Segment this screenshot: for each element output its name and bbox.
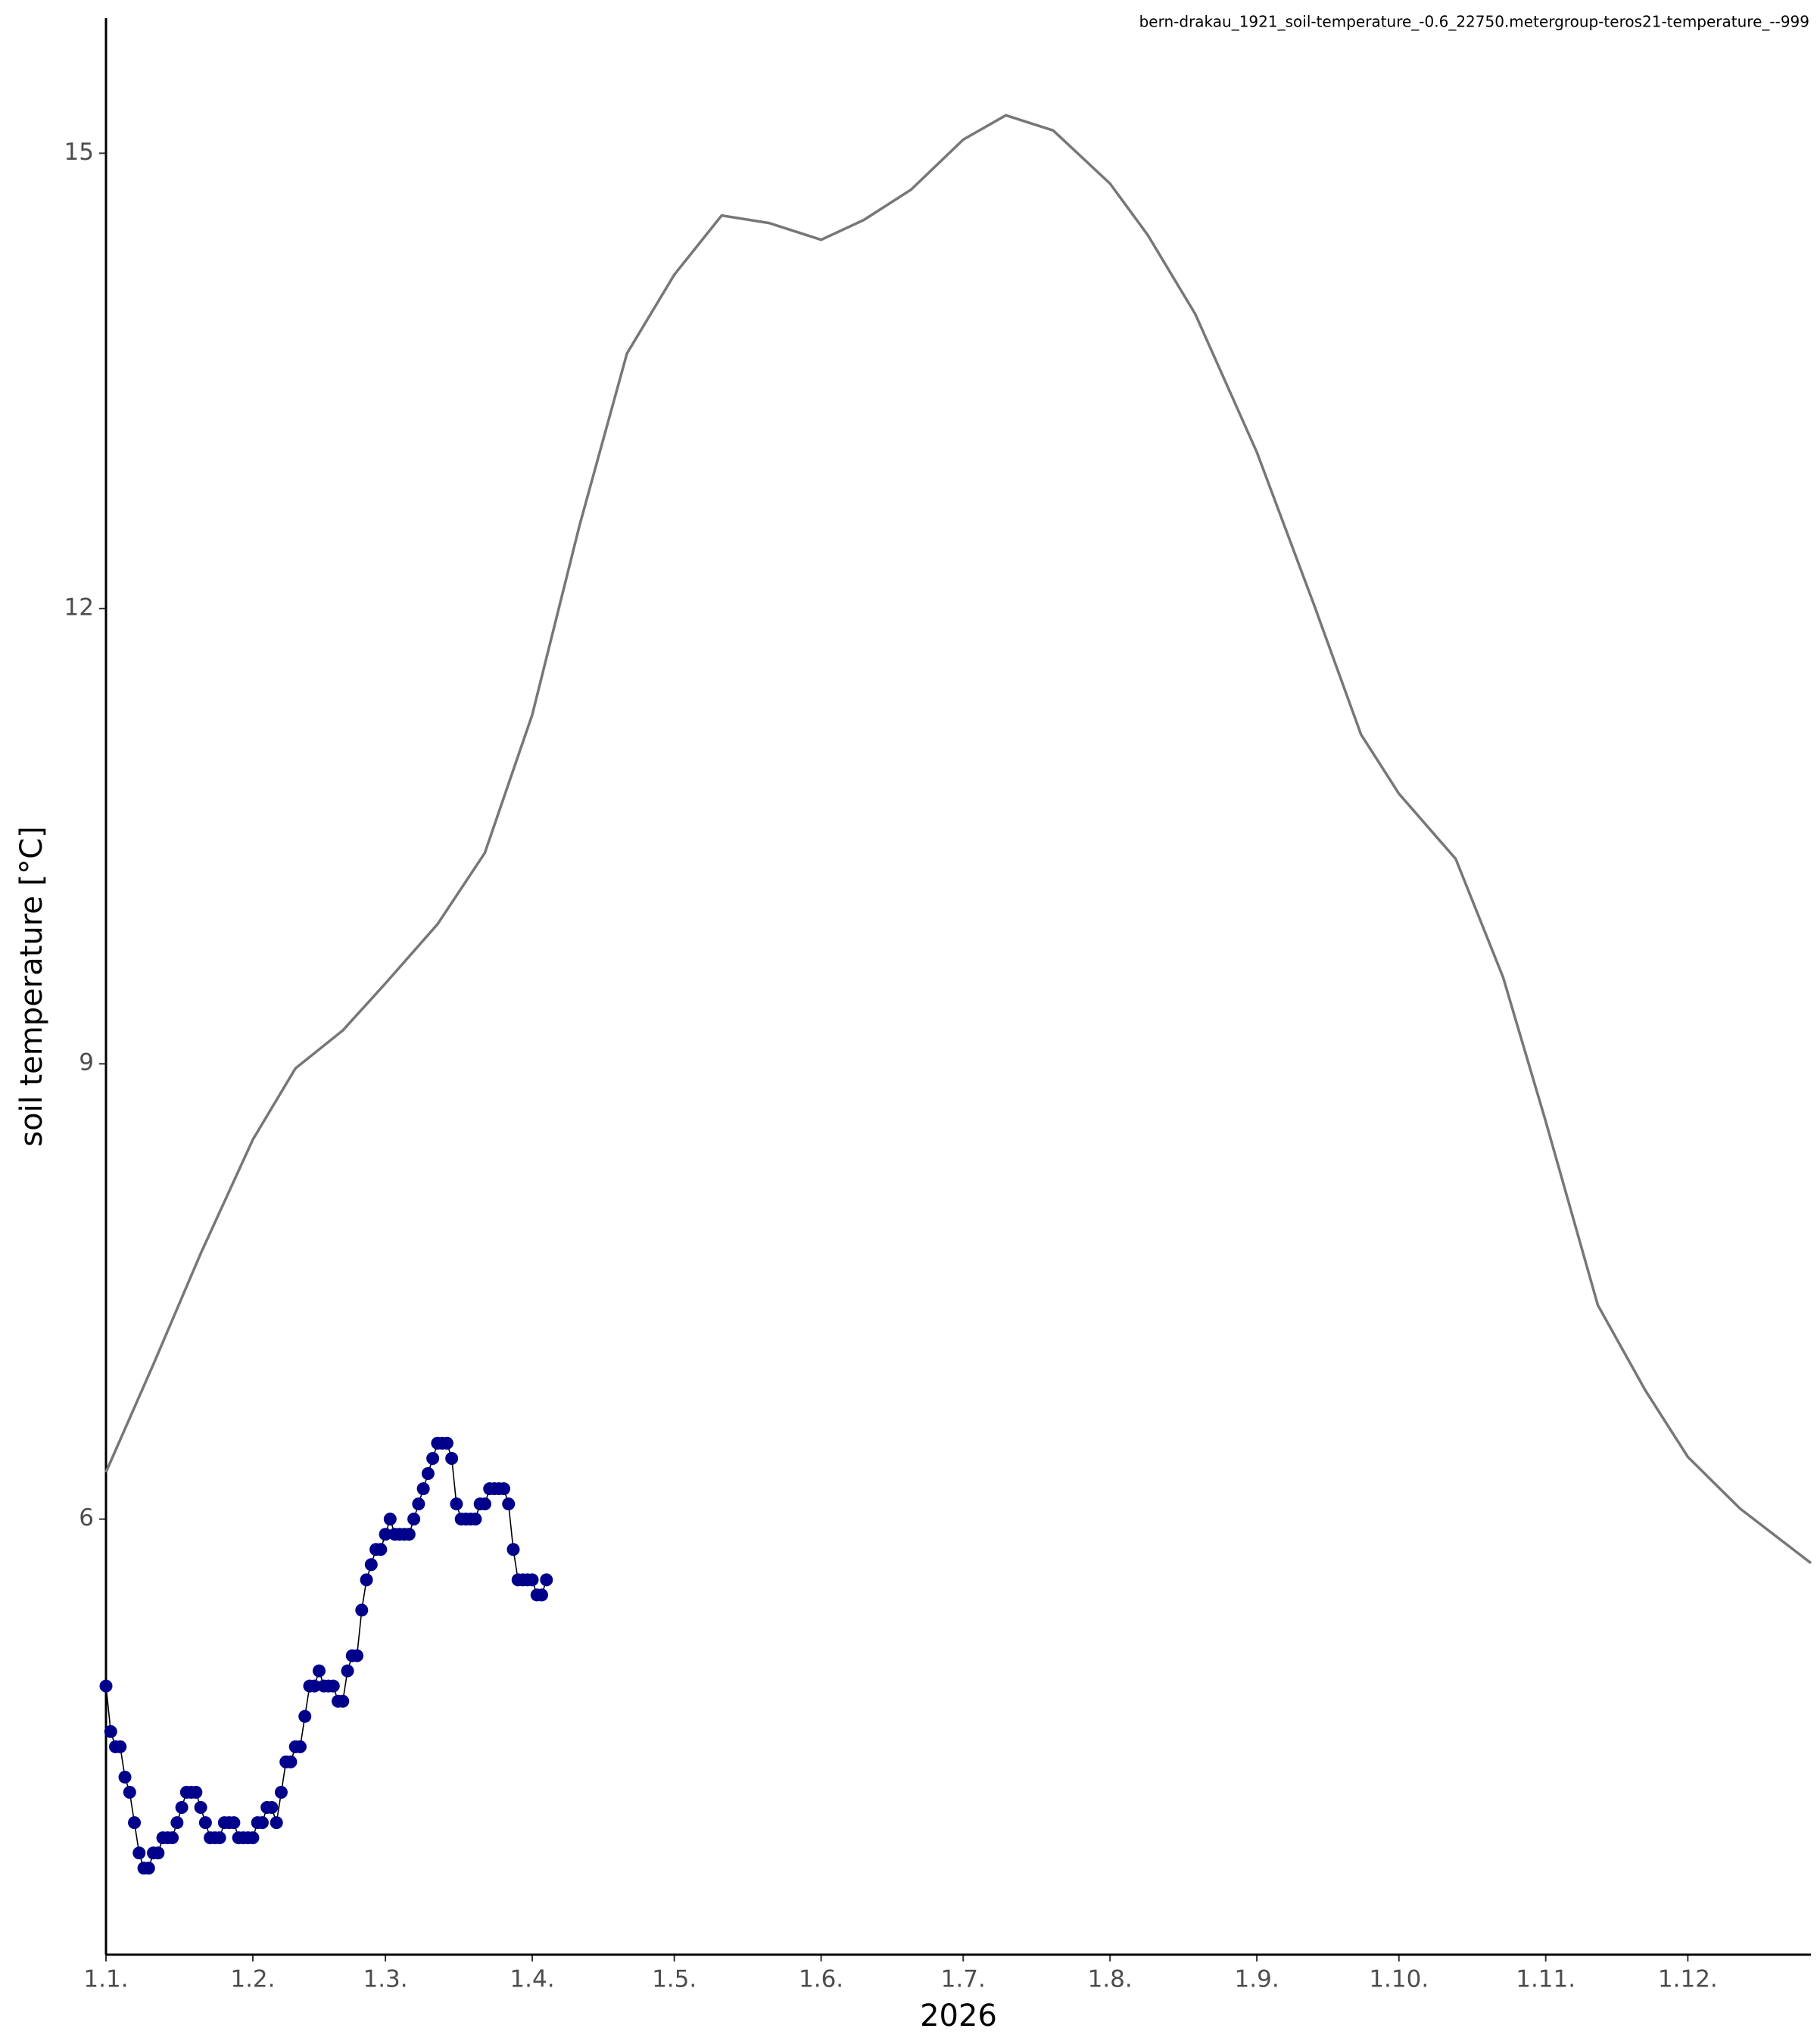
x-tick-label: 1.2. [230, 1966, 275, 1993]
data-point [360, 1573, 373, 1587]
x-tick-label: 1.3. [363, 1966, 407, 1993]
data-point [313, 1664, 326, 1678]
climatology-line [104, 114, 1812, 1565]
data-point [142, 1862, 155, 1875]
data-point [336, 1694, 350, 1708]
data-point [255, 1816, 269, 1830]
data-point [194, 1801, 207, 1815]
x-axis-title: 2026 [920, 1999, 997, 2033]
x-tick-label: 1.6. [799, 1966, 843, 1993]
data-point [469, 1513, 482, 1526]
y-axis-title: soil temperature [°C] [14, 826, 49, 1147]
data-point [497, 1482, 510, 1496]
data-point [274, 1785, 288, 1799]
data-point [416, 1482, 430, 1496]
data-point [374, 1543, 388, 1556]
x-tick-label: 1.9. [1235, 1966, 1279, 1993]
data-point [198, 1816, 212, 1830]
data-point [293, 1740, 307, 1753]
data-point [175, 1801, 189, 1815]
x-tick-label: 1.5. [652, 1966, 697, 1993]
data-point [132, 1846, 146, 1860]
data-point [284, 1755, 298, 1768]
data-point [246, 1831, 260, 1845]
data-point [502, 1497, 516, 1511]
x-tick-label: 1.7. [941, 1966, 986, 1993]
data-point [351, 1649, 364, 1662]
x-tick-label: 1.8. [1088, 1966, 1133, 1993]
data-point [114, 1740, 127, 1753]
y-tick-label: 15 [64, 139, 94, 166]
data-point [540, 1573, 553, 1587]
y-tick-label: 9 [79, 1049, 94, 1077]
data-point [170, 1816, 184, 1830]
data-point [506, 1543, 520, 1556]
data-point [407, 1513, 421, 1526]
x-tick-label: 1.10. [1369, 1966, 1429, 1993]
data-point [364, 1558, 378, 1572]
data-point [402, 1528, 416, 1541]
data-point [355, 1603, 369, 1617]
x-tick-label: 1.4. [510, 1966, 554, 1993]
data-point [383, 1513, 397, 1526]
x-tick-label: 1.11. [1516, 1966, 1575, 1993]
data-point [298, 1709, 312, 1723]
data-point [166, 1831, 179, 1845]
data-point [445, 1451, 459, 1465]
data-point [123, 1785, 136, 1799]
data-point [270, 1816, 283, 1830]
data-point [128, 1816, 142, 1830]
data-point [227, 1816, 241, 1830]
data-point [265, 1801, 279, 1815]
data-point [104, 1725, 117, 1738]
y-tick-label: 6 [79, 1504, 94, 1531]
data-point [535, 1588, 549, 1602]
data-point [151, 1846, 165, 1860]
data-point [379, 1528, 392, 1541]
data-point [450, 1497, 463, 1511]
data-point [189, 1785, 203, 1799]
data-point [213, 1831, 226, 1845]
data-point [421, 1467, 435, 1481]
data-point [118, 1770, 132, 1784]
data-point [426, 1451, 440, 1465]
data-point [525, 1573, 539, 1587]
data-point [440, 1436, 453, 1450]
y-tick-label: 12 [64, 594, 94, 621]
x-tick-label: 1.12. [1658, 1966, 1718, 1993]
data-point [307, 1679, 321, 1693]
data-point [341, 1664, 354, 1678]
data-point [412, 1497, 425, 1511]
data-point [99, 1679, 113, 1693]
data-point [326, 1679, 340, 1693]
chart-title: bern-drakau_1921_soil-temperature_-0.6_2… [1139, 13, 1809, 31]
x-tick-label: 1.1. [83, 1966, 128, 1993]
data-point [478, 1497, 491, 1511]
